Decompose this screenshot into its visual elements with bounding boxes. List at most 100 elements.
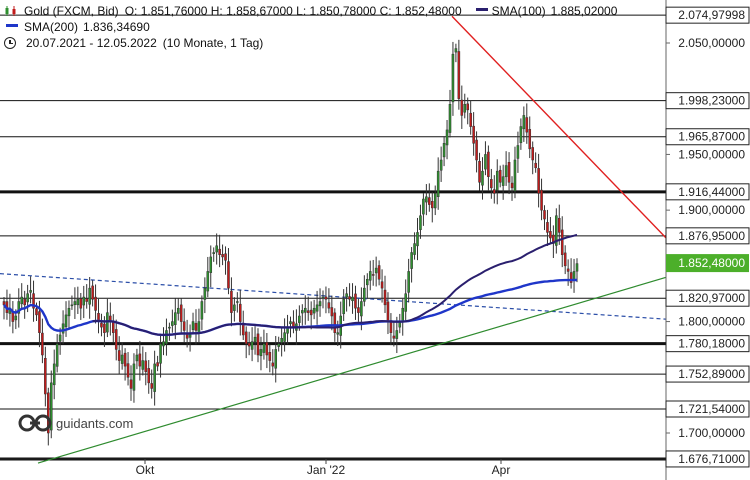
level-label: 1.780,18000 xyxy=(678,337,745,351)
last-price-label: 1.852,48000 xyxy=(678,256,745,270)
candle-body xyxy=(460,99,464,116)
candle-body xyxy=(200,301,204,320)
candle-body xyxy=(212,252,215,254)
candle-body xyxy=(439,159,443,171)
candlestick-icon xyxy=(5,6,16,16)
candle-body xyxy=(256,333,260,356)
clock-icon xyxy=(4,37,16,49)
candle-body xyxy=(490,179,493,189)
candle-body xyxy=(280,338,283,343)
candle-body xyxy=(117,350,121,361)
candle-body xyxy=(85,298,88,302)
candle-body xyxy=(540,189,543,211)
trend-lines xyxy=(0,15,750,464)
candle-body xyxy=(123,352,127,367)
candle-body xyxy=(478,160,481,183)
candle-body xyxy=(422,198,425,215)
candle-body xyxy=(35,308,38,316)
candle-body xyxy=(312,307,316,314)
candle-body xyxy=(445,129,449,146)
candle-body xyxy=(454,48,458,53)
candle-body xyxy=(271,362,275,367)
ohlc-values: O: 1.851,76000 H: 1.858,67000 L: 1.850,7… xyxy=(124,4,462,18)
time-tick-label: Jan '22 xyxy=(307,463,346,477)
candle-body xyxy=(374,267,378,274)
candle-body xyxy=(49,382,53,431)
candle-body xyxy=(244,331,248,345)
candle-body xyxy=(407,271,410,293)
candle-body xyxy=(17,301,21,314)
candle-body xyxy=(176,307,180,314)
instrument-row: Gold (FXCM, Bid) O: 1.851,76000 H: 1.858… xyxy=(4,3,617,19)
candle-body xyxy=(206,271,210,292)
moving-averages xyxy=(3,233,578,337)
candle-body xyxy=(436,170,440,197)
candle-body xyxy=(543,210,546,220)
candle-body xyxy=(20,296,24,305)
level-label-box xyxy=(665,365,750,383)
candle-body xyxy=(575,263,579,272)
level-label-box xyxy=(665,183,750,201)
candle-body xyxy=(342,299,345,315)
candle-body xyxy=(552,234,555,244)
candle-body xyxy=(321,296,325,299)
candle-body xyxy=(566,268,570,272)
candle-body xyxy=(428,197,431,205)
level-label-box xyxy=(665,289,750,307)
candle-body xyxy=(197,321,201,334)
candle-body xyxy=(507,161,511,183)
support-trendline xyxy=(37,251,750,464)
level-label: 1.676,71000 xyxy=(678,452,745,466)
sma200-label: SMA(200) xyxy=(24,20,79,34)
candle-body xyxy=(76,299,80,306)
candle-body xyxy=(366,278,369,286)
candle-body xyxy=(94,296,97,311)
period-label: (10 Monate, 1 Tag) xyxy=(162,36,264,50)
candle-body xyxy=(182,321,186,331)
time-axis: Okt Jan '22 Apr xyxy=(136,459,510,477)
candle-body xyxy=(126,363,130,378)
candle-body xyxy=(306,310,310,313)
sma100-line xyxy=(92,233,578,336)
candle-body xyxy=(162,341,165,347)
candle-body xyxy=(351,296,354,302)
candle-body xyxy=(32,293,35,309)
candle-body xyxy=(528,129,532,150)
candle-body xyxy=(336,332,340,335)
level-label: 1.721,54000 xyxy=(678,402,745,416)
candle-body xyxy=(55,343,59,367)
price-tick-label: 1.950,00000 xyxy=(678,147,745,161)
candle-body xyxy=(227,261,230,289)
date-range: 20.07.2021 - 12.05.2022 xyxy=(26,36,157,50)
candle-body xyxy=(563,252,567,267)
candle-body xyxy=(472,125,475,144)
candle-body xyxy=(23,298,26,306)
sma200-swatch xyxy=(6,24,18,27)
candle-body xyxy=(371,274,375,276)
candle-body xyxy=(135,354,139,362)
candle-body xyxy=(572,271,576,280)
candle-body xyxy=(487,151,490,177)
candle-body xyxy=(262,343,266,353)
candle-body xyxy=(156,362,159,367)
candle-body xyxy=(259,349,263,357)
range-row: 20.07.2021 - 12.05.2022 (10 Monate, 1 Ta… xyxy=(4,35,617,51)
sma100-swatch xyxy=(475,8,488,11)
candle-body xyxy=(298,315,301,323)
candle-body xyxy=(88,287,91,305)
candle-body xyxy=(179,304,183,322)
candle-body xyxy=(215,245,218,253)
candle-body xyxy=(481,170,484,186)
horizontal-levels xyxy=(0,14,750,461)
candle-body xyxy=(230,290,233,313)
level-label-box xyxy=(665,450,750,468)
candle-body xyxy=(531,147,534,161)
candle-body xyxy=(144,360,148,372)
level-label-box xyxy=(665,335,750,353)
guidants-logo: guidants.com xyxy=(18,414,133,432)
candle-body xyxy=(100,322,103,328)
guidants-logo-icon xyxy=(18,414,52,432)
candle-body xyxy=(236,301,239,303)
candle-body xyxy=(354,293,357,309)
candle-body xyxy=(493,189,496,194)
